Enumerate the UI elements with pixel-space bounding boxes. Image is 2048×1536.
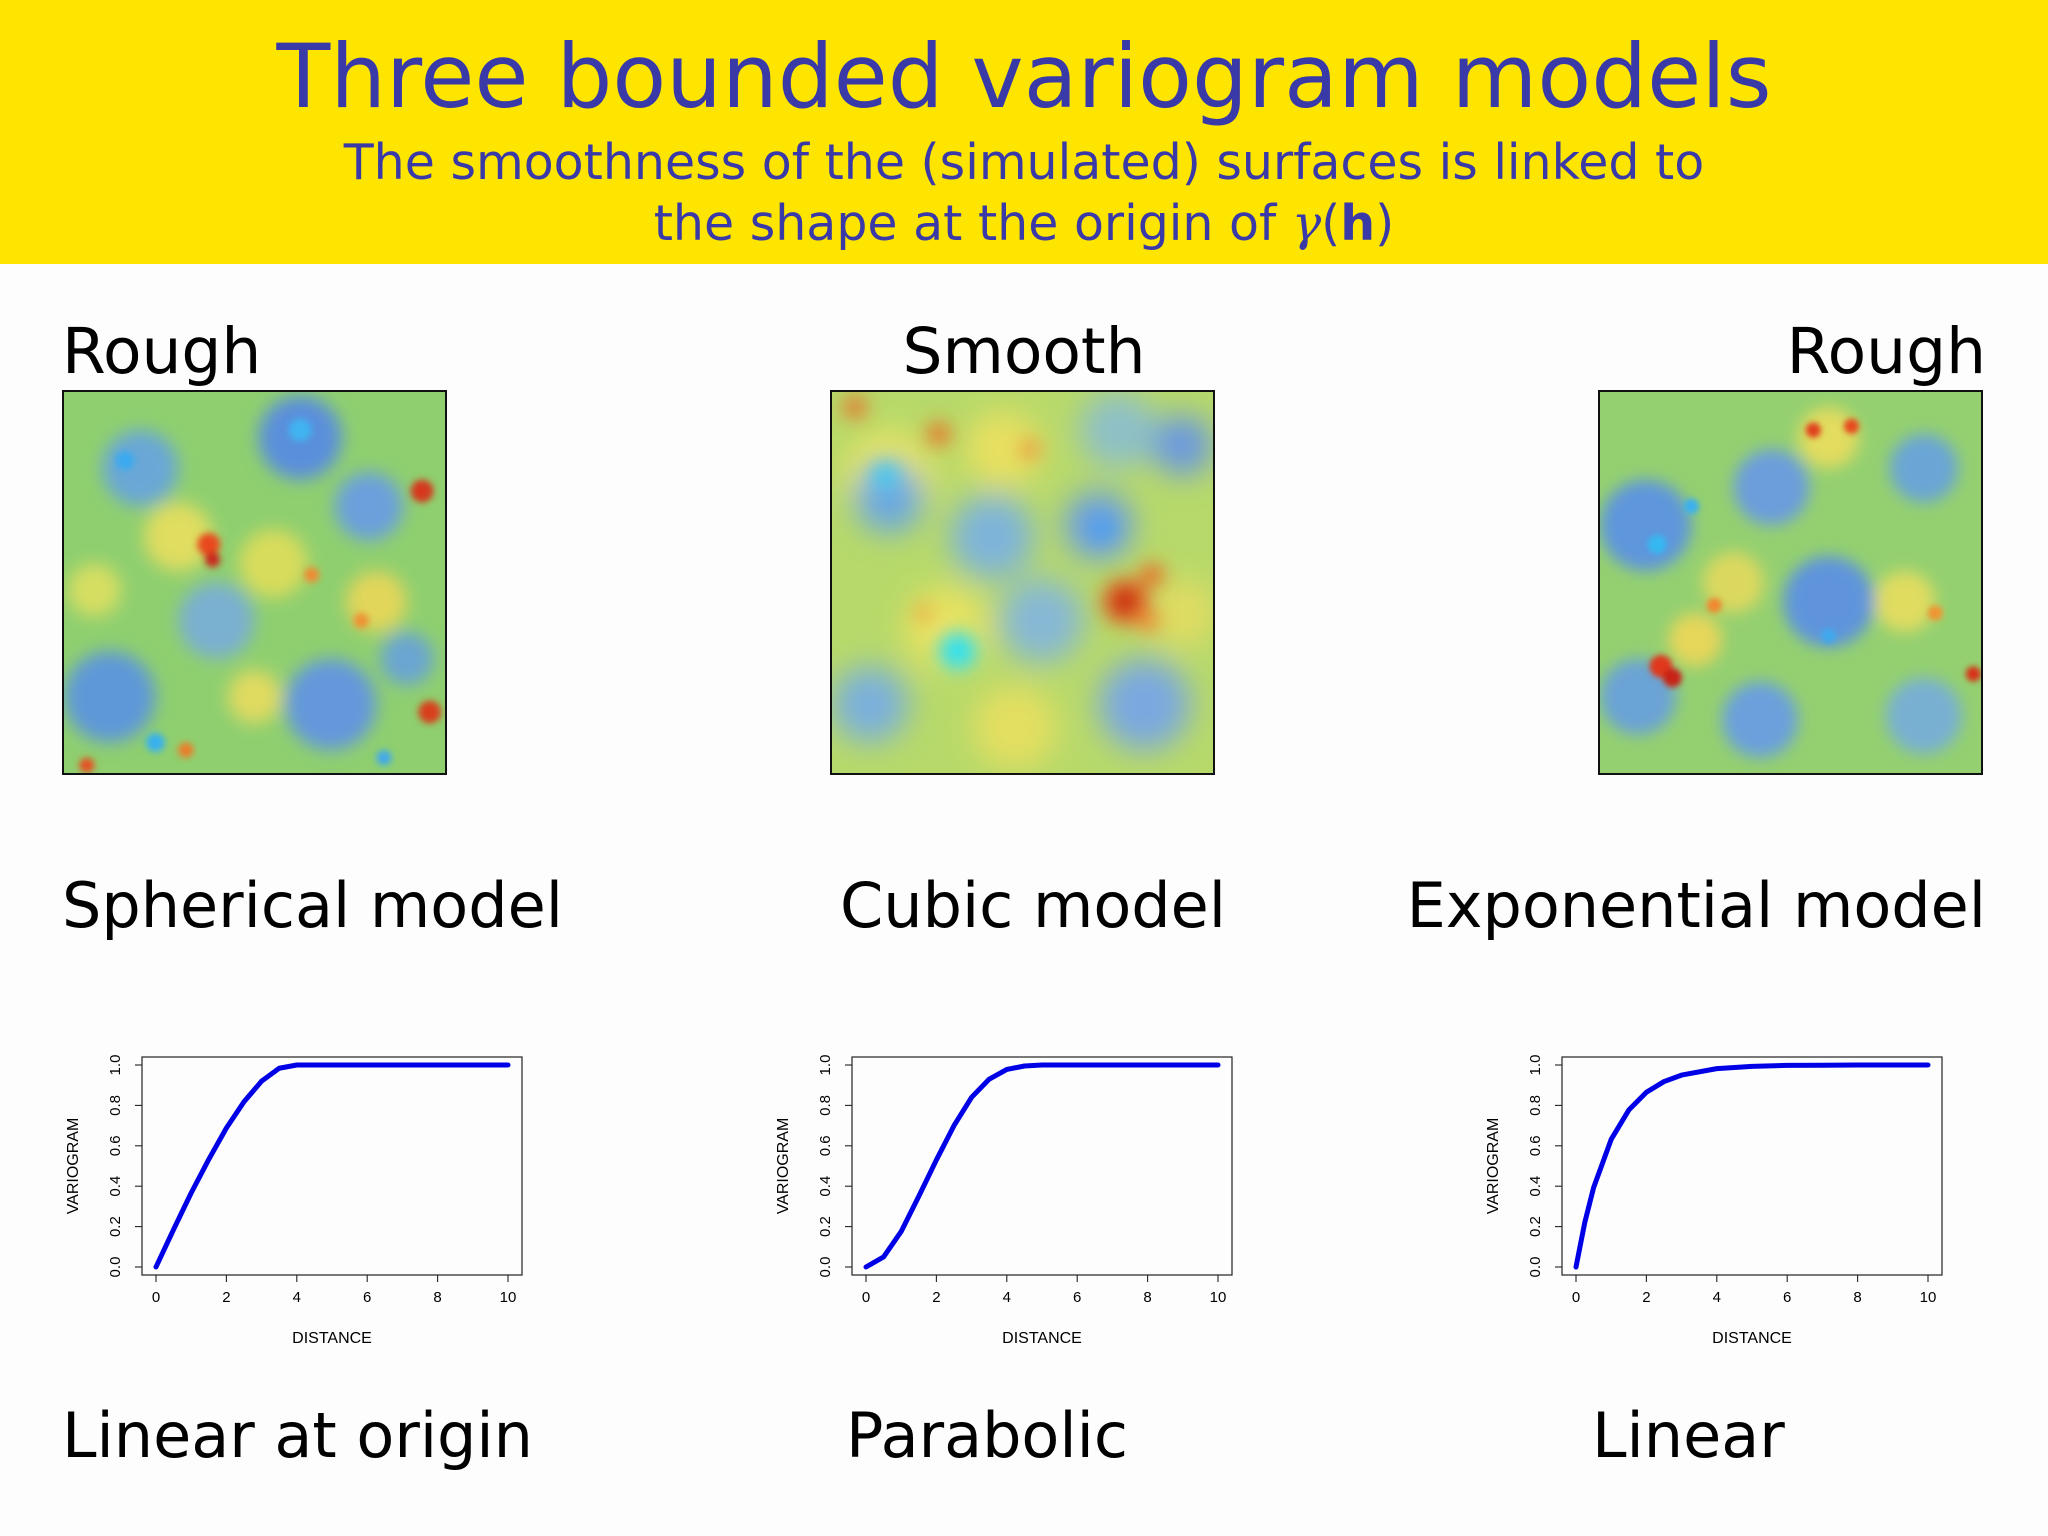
x-tick-label: 10 xyxy=(1920,1289,1937,1306)
y-tick-label: 0.6 xyxy=(107,1135,124,1156)
y-tick-label: 0.0 xyxy=(1527,1257,1544,1278)
variogram-curve xyxy=(1573,1062,1931,1270)
origin-label-exponential: Linear xyxy=(1592,1399,1785,1472)
x-tick-label: 2 xyxy=(222,1289,230,1306)
y-tick-label: 0.2 xyxy=(1527,1216,1544,1237)
open-paren: ( xyxy=(1321,195,1341,252)
smoothness-label-exponential: Rough xyxy=(1786,315,1986,388)
plot-frame xyxy=(1561,1056,1943,1276)
y-tick-label: 0.6 xyxy=(817,1135,834,1156)
x-tick-label: 0 xyxy=(862,1289,870,1306)
variogram-chart: 0 2 4 6 8 10 0.0 0.2 0.4 0.6 0.8 1.0 DISTANCE VARIOGR… xyxy=(1485,1055,1943,1347)
simulated-surface-cubic xyxy=(830,390,1215,775)
gamma-symbol: γ xyxy=(1291,195,1322,252)
close-paren: ) xyxy=(1375,195,1395,252)
variogram-plot-cubic: 0 2 4 6 8 10 0.0 0.2 0.4 0.6 0.8 1.0 DISTANCE VARIOGR… xyxy=(750,1030,1310,1390)
origin-label-cubic: Parabolic xyxy=(846,1399,1128,1472)
x-tick-label: 0 xyxy=(1572,1289,1580,1306)
subtitle-line-2: the shape at the origin of γ(h) xyxy=(0,193,2048,255)
y-axis-title: VARIOGRAM xyxy=(1485,1118,1502,1215)
y-tick-label: 1.0 xyxy=(107,1055,124,1076)
slide-title: Three bounded variogram models xyxy=(276,25,1772,128)
surface-image xyxy=(832,392,1213,773)
x-axis-title: DISTANCE xyxy=(1712,1330,1792,1347)
surface-image xyxy=(1600,392,1981,773)
surface-image xyxy=(64,392,445,773)
x-tick-label: 10 xyxy=(1210,1289,1227,1306)
plot-frame xyxy=(141,1056,523,1276)
model-label-cubic: Cubic model xyxy=(840,869,1227,942)
subtitle-line-1: The smoothness of the (simulated) surfac… xyxy=(343,134,1705,191)
x-axis-title: DISTANCE xyxy=(292,1330,372,1347)
variogram-plot-exponential: 0 2 4 6 8 10 0.0 0.2 0.4 0.6 0.8 1.0 DISTANCE VARIOGR… xyxy=(1460,1030,2020,1390)
x-axis-title: DISTANCE xyxy=(1002,1330,1082,1347)
x-tick-label: 6 xyxy=(1783,1289,1791,1306)
simulated-surface-exponential xyxy=(1598,390,1983,775)
simulated-surface-spherical xyxy=(62,390,447,775)
variogram-chart: 0 2 4 6 8 10 0.0 0.2 0.4 0.6 0.8 1.0 DISTANCE VARIOGR… xyxy=(775,1055,1233,1347)
smoothness-label-cubic: Smooth xyxy=(902,315,1146,388)
y-tick-label: 0.0 xyxy=(107,1257,124,1278)
y-tick-label: 0.2 xyxy=(817,1216,834,1237)
x-tick-label: 6 xyxy=(363,1289,371,1306)
y-tick-label: 0.0 xyxy=(817,1257,834,1278)
y-tick-label: 0.8 xyxy=(817,1095,834,1116)
y-tick-label: 0.4 xyxy=(817,1176,834,1197)
y-axis-title: VARIOGRAM xyxy=(65,1118,82,1215)
y-tick-label: 0.8 xyxy=(1527,1095,1544,1116)
header-banner: Three bounded variogram models The smoot… xyxy=(0,0,2048,264)
y-axis-title: VARIOGRAM xyxy=(775,1118,792,1215)
y-tick-label: 1.0 xyxy=(1527,1055,1544,1076)
x-tick-label: 4 xyxy=(1713,1289,1721,1306)
model-label-spherical: Spherical model xyxy=(62,869,563,942)
x-tick-label: 2 xyxy=(932,1289,940,1306)
x-tick-label: 10 xyxy=(500,1289,517,1306)
variogram-curve xyxy=(153,1062,511,1270)
y-tick-label: 0.4 xyxy=(107,1176,124,1197)
x-tick-label: 8 xyxy=(1853,1289,1861,1306)
plot-frame xyxy=(851,1056,1233,1276)
x-tick-label: 6 xyxy=(1073,1289,1081,1306)
variogram-chart: 0 2 4 6 8 10 0.0 0.2 0.4 0.6 0.8 1.0 DISTANCE VARIOGR… xyxy=(65,1055,523,1347)
subtitle-line-2-text: the shape at the origin of xyxy=(653,195,1292,252)
x-tick-label: 4 xyxy=(293,1289,301,1306)
origin-label-spherical: Linear at origin xyxy=(62,1399,533,1472)
x-tick-label: 4 xyxy=(1003,1289,1011,1306)
x-tick-label: 8 xyxy=(1143,1289,1151,1306)
h-vector-symbol: h xyxy=(1340,195,1376,252)
x-tick-label: 8 xyxy=(433,1289,441,1306)
y-tick-label: 1.0 xyxy=(817,1055,834,1076)
y-tick-label: 0.6 xyxy=(1527,1135,1544,1156)
model-label-exponential: Exponential model xyxy=(1406,869,1986,942)
variogram-plot-spherical: 0 2 4 6 8 10 0.0 0.2 0.4 0.6 0.8 1.0 DISTANCE VARIOGR… xyxy=(40,1030,600,1390)
y-tick-label: 0.8 xyxy=(107,1095,124,1116)
smoothness-label-spherical: Rough xyxy=(62,315,262,388)
x-tick-label: 2 xyxy=(1642,1289,1650,1306)
x-tick-label: 0 xyxy=(152,1289,160,1306)
variogram-curve xyxy=(863,1062,1221,1270)
y-tick-label: 0.4 xyxy=(1527,1176,1544,1197)
y-tick-label: 0.2 xyxy=(107,1216,124,1237)
